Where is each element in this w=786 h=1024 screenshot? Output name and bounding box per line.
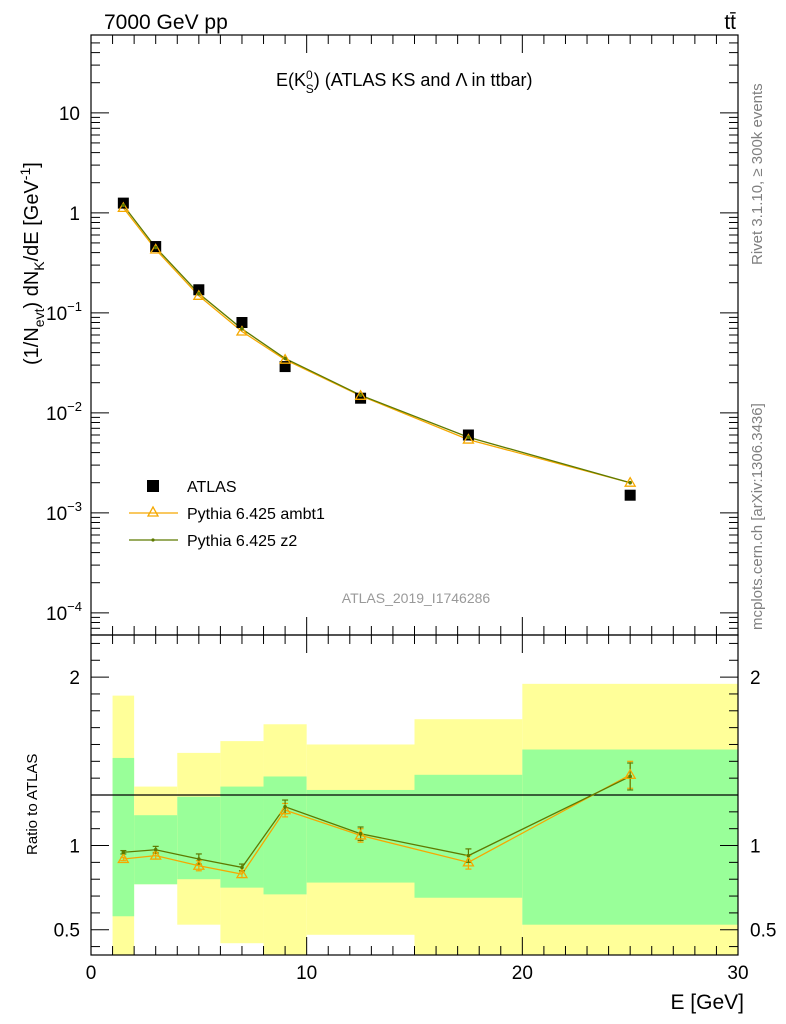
ratio-y-axis-label: Ratio to ATLAS [24,754,41,855]
ratio-ambt1-point [117,852,130,864]
uncertainty-band-inner [414,774,523,898]
main-marks [117,197,637,501]
uncertainty-band-inner [112,757,135,917]
ambt1-point [192,289,205,300]
ratio-z2-point [628,774,632,779]
x-tick-label: 30 [727,963,748,984]
ratio-y-tick-label-right: 1 [750,837,761,858]
legend-marker-z2 [151,538,155,542]
chart-title: E(K0 S) (ATLAS KS and Λ in ttbar) [276,68,533,96]
process-label: tt̄ [724,11,736,34]
legend: ATLAS Pythia 6.425 ambt1 Pythia 6.425 z2 [129,479,325,550]
ratio-ambt1-point [235,867,249,879]
ambt1-point [354,389,367,400]
ambt1-point [149,243,162,254]
main-y-ticks: 10−4 10−3 10−2 10−1 1 10 [46,34,738,636]
z2-line [122,204,631,484]
ratio-ambt1-point [354,829,367,840]
legend-label-ambt1: Pythia 6.425 ambt1 [187,506,325,523]
ratio-y-tick-label: 2 [69,668,80,689]
ratio-z2-point [240,865,244,870]
ambt1-line [122,207,631,484]
atlas-point [355,392,367,404]
z2-point [197,291,201,296]
ratio-y-tick-label: 0.5 [54,921,80,942]
ratio-z2-point [358,831,363,836]
collision-label: 7000 GeV pp [104,11,228,34]
ambt1-point [624,476,637,487]
rivet-version-label: Rivet 3.1.10, ≥ 300k events [749,83,766,265]
atlas-point [624,489,636,501]
x-tick-label: 20 [512,963,533,984]
ambt1-point [235,325,249,336]
ratio-marks [117,760,637,879]
x-tick-label: 0 [86,963,97,984]
ratio-ambt1-point [149,849,162,860]
analysis-watermark: ATLAS_2019_I1746286 [342,590,491,606]
legend-marker-atlas [147,480,159,492]
ambt1-point [462,433,475,444]
main-panel: 10−4 10−3 10−2 10−1 1 10 E(K0 S) (ATLAS KS and… [17,34,739,636]
z2-point [121,203,126,208]
ratio-z2-point [153,847,158,852]
z2-point [628,480,632,485]
z2-point [466,435,471,440]
main-y-tick-label: 1 [69,204,80,225]
ratio-y-tick-label-right: 2 [750,668,761,689]
ratio-ambt1-point [624,768,637,779]
legend-label-atlas: ATLAS [187,479,237,496]
ratio-y-tick-label: 1 [69,837,80,858]
x-tick-label: 10 [296,963,317,984]
ratio-bands [112,683,738,955]
y-axis-label: (1/Nevt) dNK/dE [GeV-1] [17,162,47,365]
legend-label-z2: Pythia 6.425 z2 [187,533,297,550]
ratio-panel: 0.5 0.5 1 1 2 2 0 10 20 30 Ratio to ATLAS E [GeV… [24,634,776,1014]
main-y-tick-label: 10−2 [46,399,82,425]
ambt1-point [117,201,130,213]
ratio-ambt1-point [278,803,292,815]
ratio-z2-point [197,857,201,861]
atlas-point [236,317,248,329]
main-x-ticks [90,35,739,635]
ratio-z2-point [121,850,126,855]
ratio-ambt1-point [192,859,205,870]
ratio-z2-line [123,775,631,869]
ratio-y-tick-label-right: 0.5 [750,921,776,942]
main-y-tick-label: 10−4 [46,599,82,625]
z2-point [358,393,363,398]
x-axis-label: E [GeV] [670,991,744,1014]
atlas-point [279,361,291,373]
ambt1-point [278,353,292,364]
mcplots-label: mcplots.cern.ch [arXiv:1306.3436] [749,403,766,630]
main-y-tick-label: 10−1 [46,299,82,325]
main-y-tick-label: 10 [59,104,80,125]
ratio-x-ticks: 0 10 20 30 [86,635,749,984]
ratio-y-ticks: 0.5 0.5 1 1 2 2 [54,642,776,948]
ratio-ambt1-line [123,774,631,875]
ratio-ambt1-point [462,856,475,867]
uncertainty-band-inner [263,776,307,895]
z2-point [283,356,287,361]
ratio-z2-point [283,804,287,809]
main-y-tick-label: 10−3 [46,499,82,525]
ratio-z2-point [466,853,471,858]
z2-point [153,245,158,250]
z2-point [240,327,244,331]
legend-marker-ambt1 [146,505,160,517]
